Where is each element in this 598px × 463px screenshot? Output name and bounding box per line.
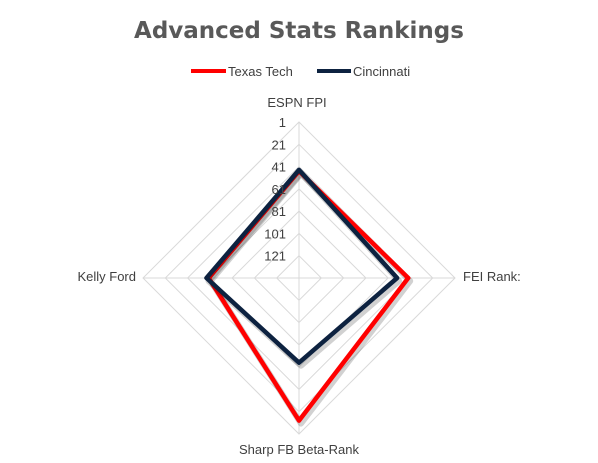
axis-label-sharp-fb-beta-rank: Sharp FB Beta-Rank	[239, 442, 359, 457]
radar-grid	[142, 121, 456, 435]
axis-label-fei-rank: FEI Rank:	[463, 269, 521, 284]
series-line-cincinnati	[204, 167, 400, 365]
radar-series	[204, 167, 414, 427]
tick-label: 61	[272, 182, 286, 197]
legend: Texas Tech Cincinnati	[191, 64, 410, 79]
tick-label: 121	[264, 249, 286, 264]
tick-label: 41	[272, 160, 286, 175]
axis-label-espn-fpi: ESPN FPI	[267, 95, 326, 110]
legend-label-texas-tech: Texas Tech	[228, 64, 293, 79]
tick-label: 1	[279, 115, 286, 130]
legend-label-cincinnati: Cincinnati	[353, 64, 410, 79]
tick-label: 81	[272, 204, 286, 219]
tick-label: 21	[272, 137, 286, 152]
axis-label-kelly-ford: Kelly Ford	[77, 269, 136, 284]
chart-title: Advanced Stats Rankings	[134, 18, 464, 44]
tick-label: 101	[264, 226, 286, 241]
